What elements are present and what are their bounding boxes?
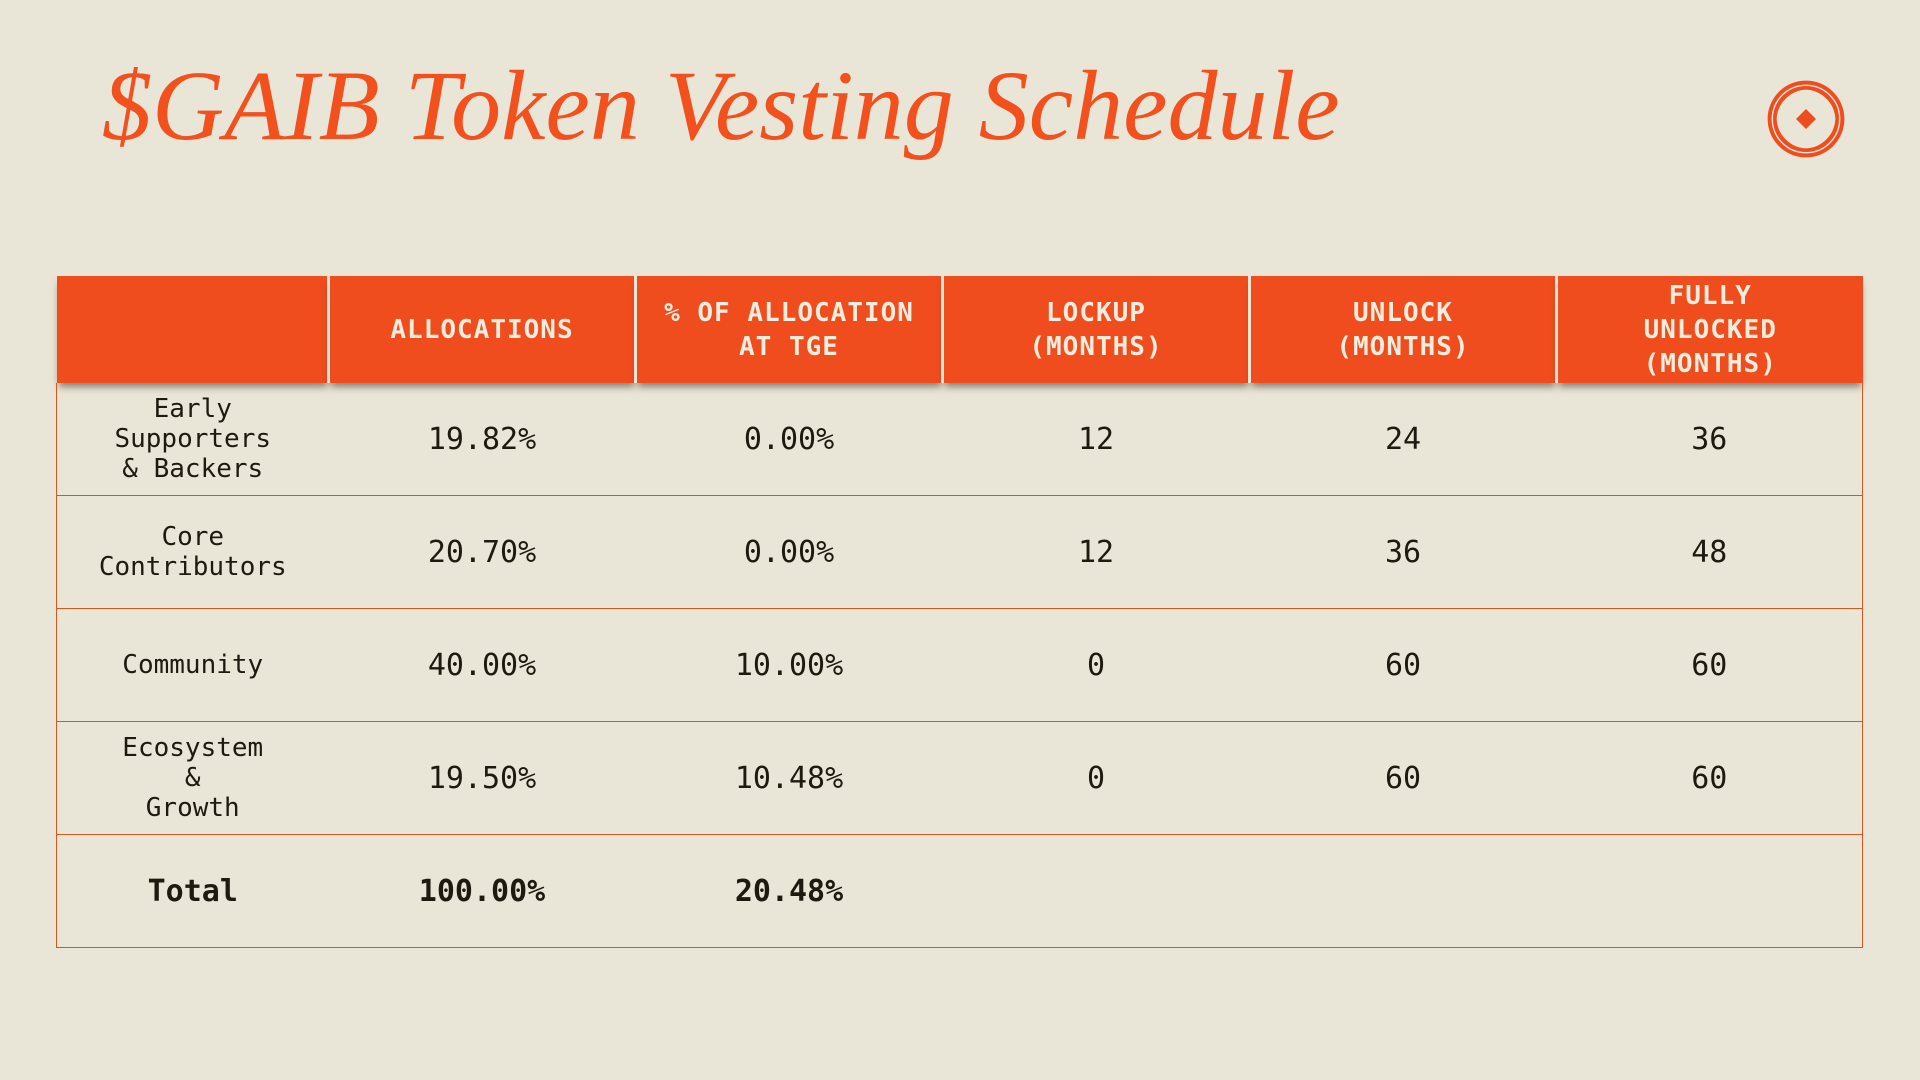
header-lockup: LOCKUP (MONTHS) bbox=[941, 276, 1250, 383]
cell-category: Total bbox=[56, 834, 329, 948]
table-header-row: ALLOCATIONS % OF ALLOCATION AT TGE LOCKU… bbox=[56, 276, 1863, 383]
cell-allocations: 100.00% bbox=[328, 834, 636, 948]
page-title: $GAIB Token Vesting Schedule bbox=[102, 50, 1340, 161]
cell-lockup: 12 bbox=[942, 495, 1250, 609]
cell-allocations: 19.82% bbox=[328, 383, 636, 496]
header-fully-unlocked: FULLY UNLOCKED (MONTHS) bbox=[1555, 276, 1863, 383]
cell-unlock: 36 bbox=[1249, 495, 1557, 609]
table-row-community: Community 40.00% 10.00% 0 60 60 bbox=[56, 608, 1863, 722]
cell-category: Community bbox=[56, 608, 329, 722]
table-row-total: Total 100.00% 20.48% bbox=[56, 834, 1863, 948]
cell-unlock: 60 bbox=[1249, 721, 1557, 835]
cell-tge: 10.00% bbox=[635, 608, 943, 722]
table-row-core-contributors: Core Contributors 20.70% 0.00% 12 36 48 bbox=[56, 495, 1863, 609]
header-category bbox=[56, 276, 329, 383]
cell-unlock bbox=[1249, 834, 1557, 948]
table-row-early-supporters: Early Supporters & Backers 19.82% 0.00% … bbox=[56, 383, 1863, 496]
cell-fully-unlocked bbox=[1556, 834, 1863, 948]
cell-unlock: 24 bbox=[1249, 383, 1557, 496]
cell-tge: 20.48% bbox=[635, 834, 943, 948]
header-unlock: UNLOCK (MONTHS) bbox=[1248, 276, 1557, 383]
header-allocations: ALLOCATIONS bbox=[327, 276, 636, 383]
cell-category: Early Supporters & Backers bbox=[56, 383, 329, 496]
gaib-logo-icon bbox=[1766, 79, 1846, 159]
cell-tge: 0.00% bbox=[635, 495, 943, 609]
cell-lockup: 12 bbox=[942, 383, 1250, 496]
cell-fully-unlocked: 48 bbox=[1556, 495, 1863, 609]
cell-lockup: 0 bbox=[942, 608, 1250, 722]
cell-fully-unlocked: 60 bbox=[1556, 721, 1863, 835]
cell-category: Ecosystem & Growth bbox=[56, 721, 329, 835]
cell-allocations: 20.70% bbox=[328, 495, 636, 609]
cell-fully-unlocked: 36 bbox=[1556, 383, 1863, 496]
cell-lockup: 0 bbox=[942, 721, 1250, 835]
cell-fully-unlocked: 60 bbox=[1556, 608, 1863, 722]
vesting-schedule-table: ALLOCATIONS % OF ALLOCATION AT TGE LOCKU… bbox=[56, 276, 1863, 948]
header-tge: % OF ALLOCATION AT TGE bbox=[634, 276, 943, 383]
cell-allocations: 19.50% bbox=[328, 721, 636, 835]
cell-category: Core Contributors bbox=[56, 495, 329, 609]
cell-unlock: 60 bbox=[1249, 608, 1557, 722]
table-row-ecosystem-growth: Ecosystem & Growth 19.50% 10.48% 0 60 60 bbox=[56, 721, 1863, 835]
cell-tge: 0.00% bbox=[635, 383, 943, 496]
cell-allocations: 40.00% bbox=[328, 608, 636, 722]
cell-lockup bbox=[942, 834, 1250, 948]
cell-tge: 10.48% bbox=[635, 721, 943, 835]
